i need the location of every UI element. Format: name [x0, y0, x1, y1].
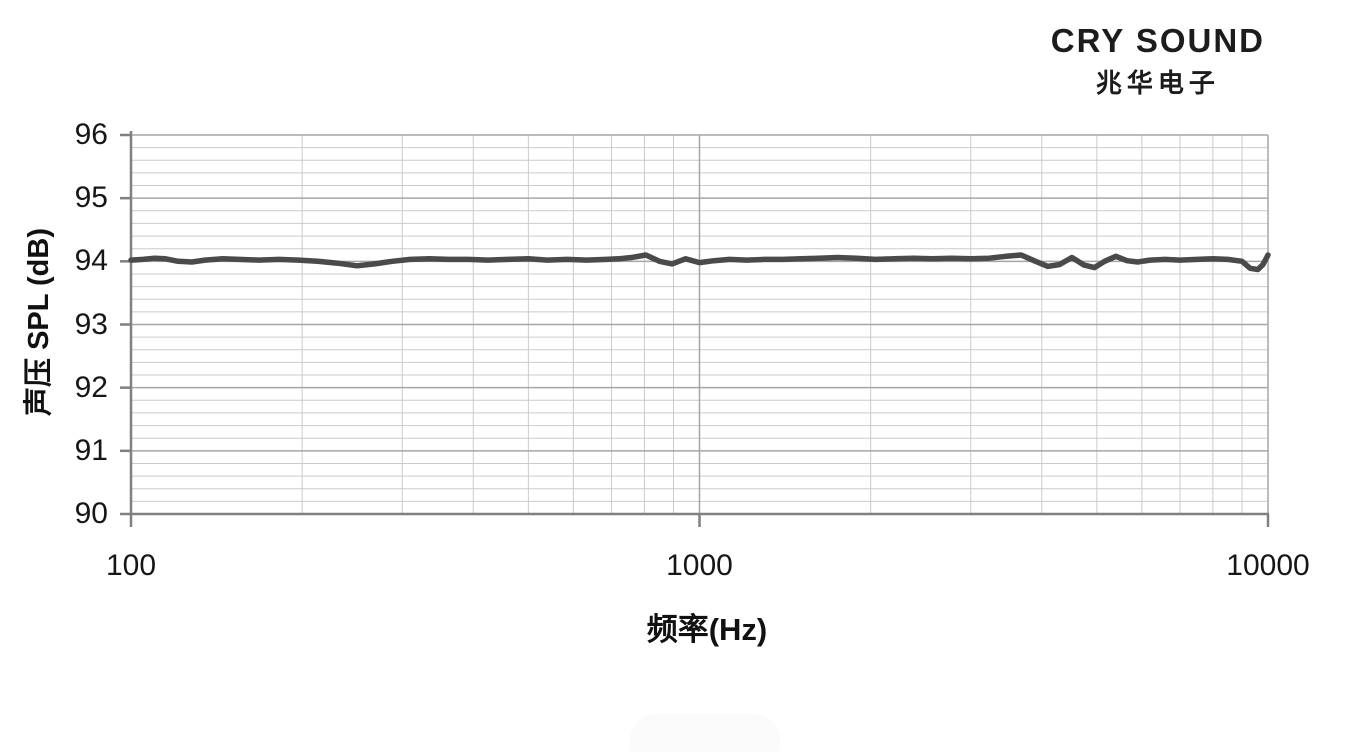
x-tick-label: 100: [105, 549, 157, 582]
x-axis-title: 频率(Hz): [646, 612, 768, 647]
y-tick-label: 92: [74, 370, 108, 404]
x-tick-label: 10000: [1226, 549, 1310, 582]
y-tick-label: 94: [74, 244, 108, 278]
brand-name-chinese: 兆华电子: [1095, 68, 1220, 98]
spl-response-line: [128, 252, 1271, 273]
brand-logo: CRY SOUND 兆华电子: [1051, 24, 1265, 100]
watermark-blob: [630, 714, 780, 752]
y-tick-label: 95: [74, 181, 108, 215]
y-tick-label: 90: [74, 497, 108, 530]
y-tick-label: 96: [74, 118, 108, 151]
y-tick-label: 91: [74, 433, 108, 467]
x-tick-label: 1000: [666, 549, 733, 582]
y-tick-label: 93: [74, 307, 108, 341]
brand-name: CRY SOUND: [1050, 22, 1265, 59]
